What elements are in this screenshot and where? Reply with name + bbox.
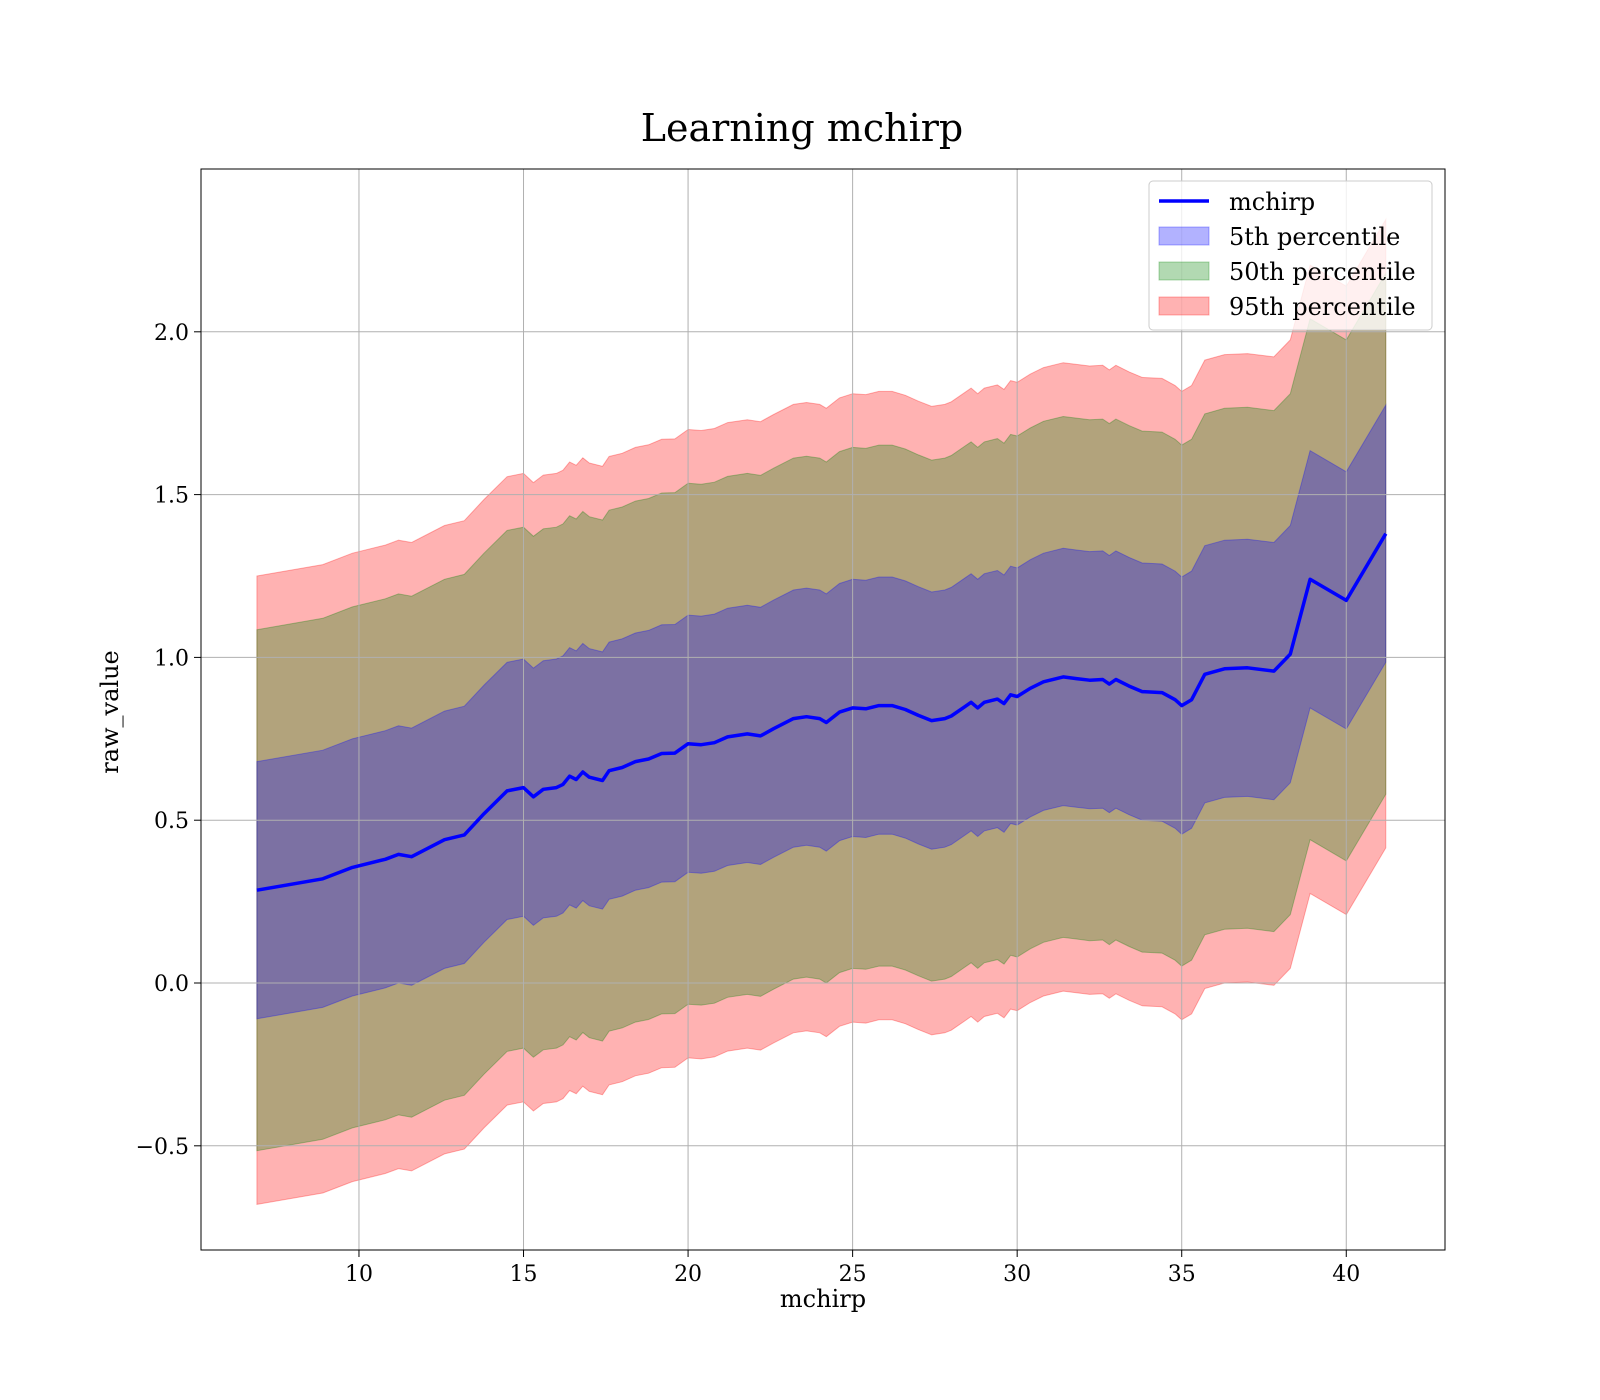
percentile-bands: [256, 217, 1387, 1205]
x-tick-label-0: 10: [345, 1262, 373, 1287]
y-tick-label-2: 0.5: [154, 809, 189, 834]
legend-label-5th-percentile: 5th percentile: [1229, 223, 1400, 251]
x-axis-label: mchirp: [780, 1285, 866, 1313]
legend-swatch-5th-percentile: [1158, 226, 1210, 246]
x-axis-ticks: 10 15 20 25 30 35 40: [345, 1250, 1360, 1287]
legend-label-95th-percentile: 95th percentile: [1229, 293, 1416, 321]
legend-swatch-95th-percentile: [1158, 296, 1210, 316]
y-tick-label-3: 1.0: [154, 646, 189, 671]
y-axis-label: raw_value: [96, 650, 124, 774]
chart-title: Learning mchirp: [641, 106, 963, 150]
y-tick-label-5: 2.0: [154, 321, 189, 346]
x-tick-label-1: 15: [510, 1262, 538, 1287]
y-axis-ticks: −0.5 0.0 0.5 1.0 1.5 2.0: [136, 321, 201, 1160]
band-50th-percentile: [256, 271, 1387, 1152]
band-5th-percentile: [256, 403, 1387, 1020]
legend-label-mchirp: mchirp: [1229, 188, 1315, 216]
legend-box: [1148, 180, 1433, 331]
legend-label-50th-percentile: 50th percentile: [1229, 258, 1416, 286]
x-tick-label-3: 25: [839, 1262, 867, 1287]
mchirp-line-layer: [256, 532, 1388, 892]
x-tick-label-2: 20: [674, 1262, 702, 1287]
legend: mchirp 5th percentile 50th percentile 95…: [1148, 180, 1433, 331]
legend-swatch-50th-percentile: [1158, 261, 1210, 281]
band-95th-percentile: [256, 217, 1387, 1205]
y-tick-label-4: 1.5: [154, 484, 189, 509]
y-tick-label-1: 0.0: [154, 972, 189, 997]
y-tick-label-0: −0.5: [136, 1135, 189, 1160]
x-tick-label-5: 35: [1168, 1262, 1196, 1287]
x-tick-label-6: 40: [1332, 1262, 1360, 1287]
plot-frame: [200, 168, 1446, 1251]
x-tick-label-4: 30: [1003, 1262, 1031, 1287]
mchirp-line: [256, 532, 1388, 892]
